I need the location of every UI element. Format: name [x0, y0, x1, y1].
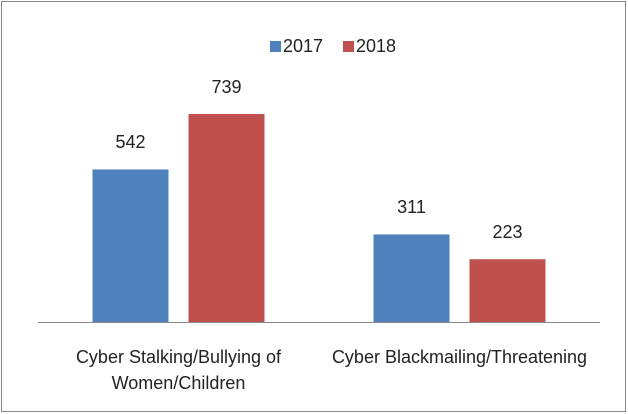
- bar: [188, 114, 265, 322]
- value-label: 542: [115, 132, 145, 152]
- value-label: 739: [211, 77, 241, 97]
- legend-label: 2017: [283, 36, 323, 56]
- legend-swatch: [343, 41, 354, 52]
- legend-swatch: [270, 41, 281, 52]
- value-label: 223: [492, 222, 522, 242]
- value-label: 311: [397, 197, 426, 217]
- legend-label: 2018: [356, 36, 396, 56]
- bar: [92, 169, 169, 322]
- bar: [469, 259, 546, 322]
- x-tick-label: Cyber Stalking/Bullying of Women/Childre…: [75, 347, 282, 393]
- x-tick-label: Cyber Blackmailing/Threatening: [331, 347, 588, 367]
- bar: [373, 234, 450, 322]
